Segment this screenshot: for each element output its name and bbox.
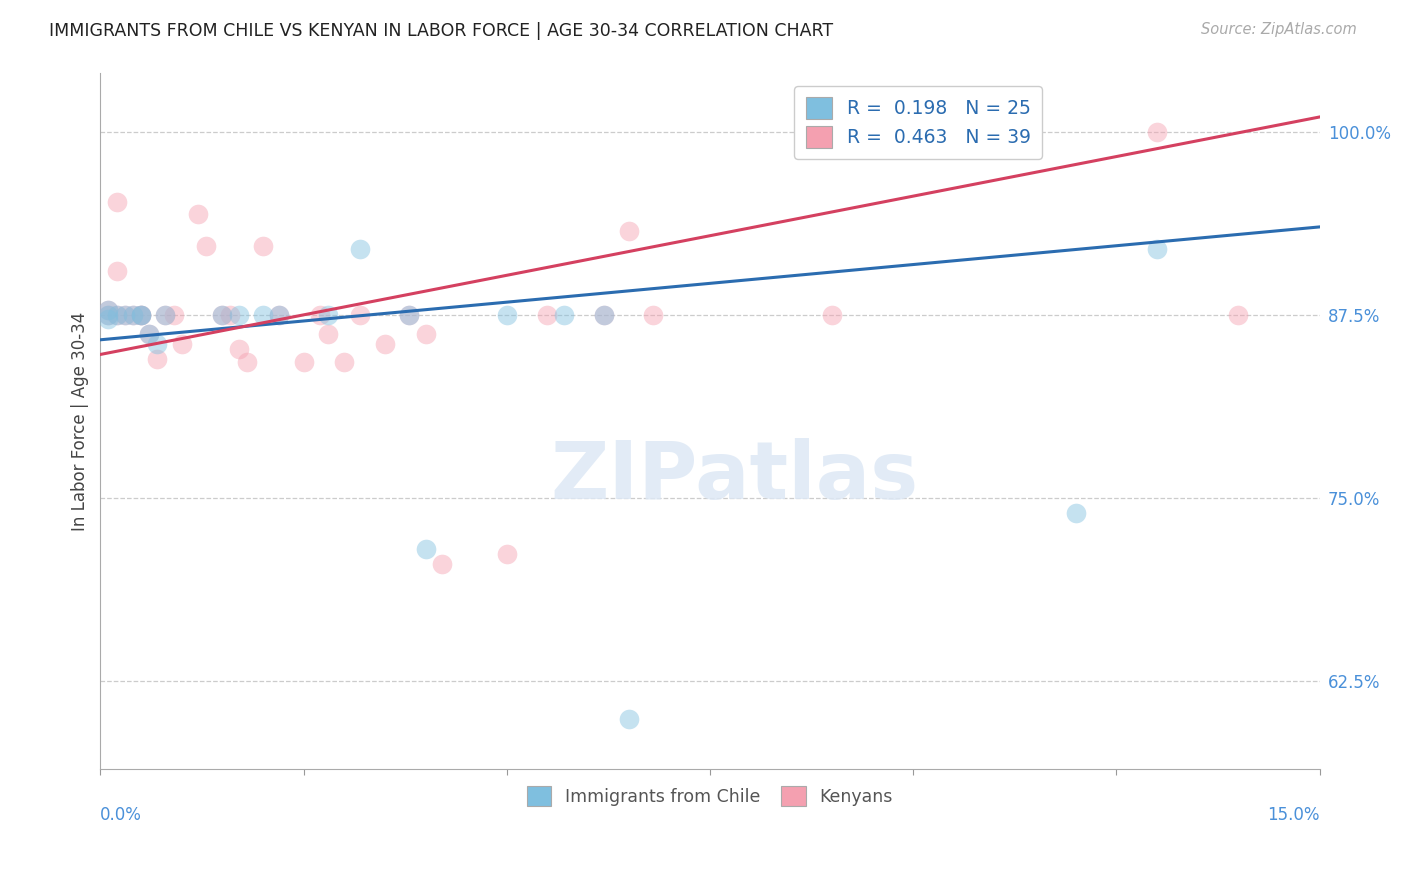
Point	[97, 308, 120, 322]
Point	[593, 308, 616, 322]
Point	[105, 308, 128, 322]
Point	[162, 308, 184, 322]
Point	[228, 342, 250, 356]
Point	[349, 242, 371, 256]
Point	[97, 303, 120, 318]
Point	[114, 308, 136, 322]
Point	[374, 337, 396, 351]
Point	[97, 303, 120, 318]
Point	[121, 308, 143, 322]
Point	[316, 308, 339, 322]
Point	[97, 308, 120, 322]
Point	[138, 326, 160, 341]
Point	[146, 337, 169, 351]
Point	[536, 308, 558, 322]
Point	[105, 308, 128, 322]
Text: 15.0%: 15.0%	[1267, 806, 1320, 824]
Point	[105, 264, 128, 278]
Point	[292, 355, 315, 369]
Point	[155, 308, 177, 322]
Point	[316, 326, 339, 341]
Point	[121, 308, 143, 322]
Y-axis label: In Labor Force | Age 30-34: In Labor Force | Age 30-34	[72, 311, 89, 531]
Point	[398, 308, 420, 322]
Legend: Immigrants from Chile, Kenyans: Immigrants from Chile, Kenyans	[520, 779, 900, 813]
Text: ZIPatlas: ZIPatlas	[550, 438, 918, 516]
Text: 0.0%: 0.0%	[100, 806, 142, 824]
Point	[593, 308, 616, 322]
Point	[129, 308, 152, 322]
Point	[349, 308, 371, 322]
Point	[269, 308, 291, 322]
Point	[170, 337, 193, 351]
Point	[1064, 506, 1087, 520]
Point	[308, 308, 330, 322]
Point	[211, 308, 233, 322]
Text: Source: ZipAtlas.com: Source: ZipAtlas.com	[1201, 22, 1357, 37]
Point	[553, 308, 575, 322]
Point	[129, 308, 152, 322]
Point	[211, 308, 233, 322]
Point	[114, 308, 136, 322]
Point	[146, 351, 169, 366]
Point	[495, 547, 517, 561]
Point	[138, 326, 160, 341]
Point	[235, 355, 257, 369]
Point	[219, 308, 242, 322]
Point	[617, 713, 640, 727]
Text: IMMIGRANTS FROM CHILE VS KENYAN IN LABOR FORCE | AGE 30-34 CORRELATION CHART: IMMIGRANTS FROM CHILE VS KENYAN IN LABOR…	[49, 22, 834, 40]
Point	[1227, 308, 1250, 322]
Point	[643, 308, 665, 322]
Point	[1146, 242, 1168, 256]
Point	[415, 542, 437, 557]
Point	[430, 557, 453, 571]
Point	[228, 308, 250, 322]
Point	[333, 355, 356, 369]
Point	[129, 308, 152, 322]
Point	[155, 308, 177, 322]
Point	[105, 194, 128, 209]
Point	[1146, 125, 1168, 139]
Point	[129, 308, 152, 322]
Point	[187, 207, 209, 221]
Point	[269, 308, 291, 322]
Point	[821, 308, 844, 322]
Point	[415, 326, 437, 341]
Point	[617, 224, 640, 238]
Point	[195, 239, 218, 253]
Point	[252, 308, 274, 322]
Point	[97, 312, 120, 326]
Point	[398, 308, 420, 322]
Point	[252, 239, 274, 253]
Point	[495, 308, 517, 322]
